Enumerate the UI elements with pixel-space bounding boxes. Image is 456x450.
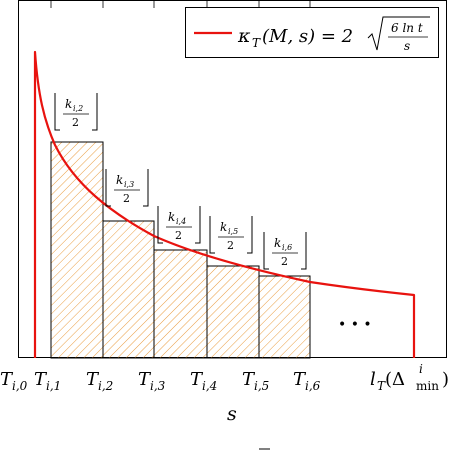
- svg-text:i,0: i,0: [12, 379, 28, 393]
- bar-2: [102, 220, 155, 359]
- top-ticks: [50, 0, 311, 8]
- legend-frac-num: 6 ln t: [391, 21, 423, 35]
- tick-T-i3: T: [138, 369, 152, 390]
- svg-text:k: k: [274, 236, 281, 250]
- svg-text:i: i: [419, 362, 423, 376]
- svg-text:2: 2: [72, 116, 79, 129]
- svg-text:i,5: i,5: [228, 227, 238, 236]
- k-label-3: k i,3 2: [105, 169, 149, 207]
- k-label-2: k i,2 2: [54, 93, 98, 131]
- legend: κ T (M, s) = 2 6 ln t s: [185, 7, 439, 58]
- svg-text:i,6: i,6: [305, 379, 321, 393]
- svg-text:i,4: i,4: [202, 379, 217, 393]
- kappa-curve: [33, 50, 416, 358]
- svg-text:i,1: i,1: [46, 379, 61, 393]
- legend-args: (M, s) = 2: [262, 26, 353, 47]
- tick-T-i4: T: [190, 369, 204, 390]
- x-tick-labels: T i,0 T i,1 T i,2 T i,3 T i,4 T i,5 T i,…: [0, 369, 321, 393]
- svg-text:i,2: i,2: [73, 104, 83, 113]
- svg-text:i,6: i,6: [282, 243, 292, 252]
- tick-T-i5: T: [242, 369, 256, 390]
- k-label-5: k i,5 2: [209, 216, 253, 254]
- svg-text:k: k: [220, 220, 227, 234]
- x-axis-label: s: [227, 403, 237, 425]
- svg-text:i,5: i,5: [254, 379, 269, 393]
- k-label-6: k i,6 2: [263, 232, 307, 270]
- svg-text:2: 2: [227, 239, 234, 252]
- svg-text:k: k: [116, 173, 123, 187]
- svg-text:min: min: [416, 379, 439, 393]
- tick-T-i1: T: [34, 369, 48, 390]
- svg-text:i,3: i,3: [150, 379, 166, 393]
- svg-text:k: k: [65, 97, 72, 111]
- k-label-4: k i,4 2: [157, 206, 201, 244]
- legend-sqrt: [367, 16, 430, 51]
- end-label: l T (Δ i min ): [370, 362, 449, 393]
- bar-1: [50, 141, 104, 359]
- legend-lhs: κ: [237, 25, 251, 47]
- bar-3: [153, 249, 208, 359]
- svg-text:i,3: i,3: [124, 180, 134, 189]
- ellipsis: • • •: [338, 317, 372, 333]
- hatched-bars: [50, 141, 311, 359]
- k-labels: k i,2 2 k i,3 2 k i,4 2 k i,5 2: [54, 93, 307, 270]
- legend-lhs-sub: T: [252, 36, 261, 50]
- svg-text:k: k: [168, 210, 175, 224]
- tick-T-i6: T: [293, 369, 307, 390]
- svg-text:(Δ: (Δ: [385, 369, 405, 390]
- svg-text:2: 2: [175, 229, 182, 242]
- svg-text:2: 2: [281, 255, 288, 268]
- tick-T-i2: T: [86, 369, 100, 390]
- legend-frac-den: s: [404, 39, 410, 53]
- svg-text:): ): [442, 369, 449, 390]
- bar-5: [258, 275, 311, 359]
- tick-T-i0: T: [0, 369, 14, 390]
- bar-4: [206, 265, 260, 359]
- svg-text:2: 2: [123, 192, 130, 205]
- svg-text:T: T: [377, 379, 386, 393]
- svg-text:i,2: i,2: [98, 379, 113, 393]
- svg-text:i,4: i,4: [176, 217, 186, 226]
- svg-text:l: l: [370, 369, 376, 390]
